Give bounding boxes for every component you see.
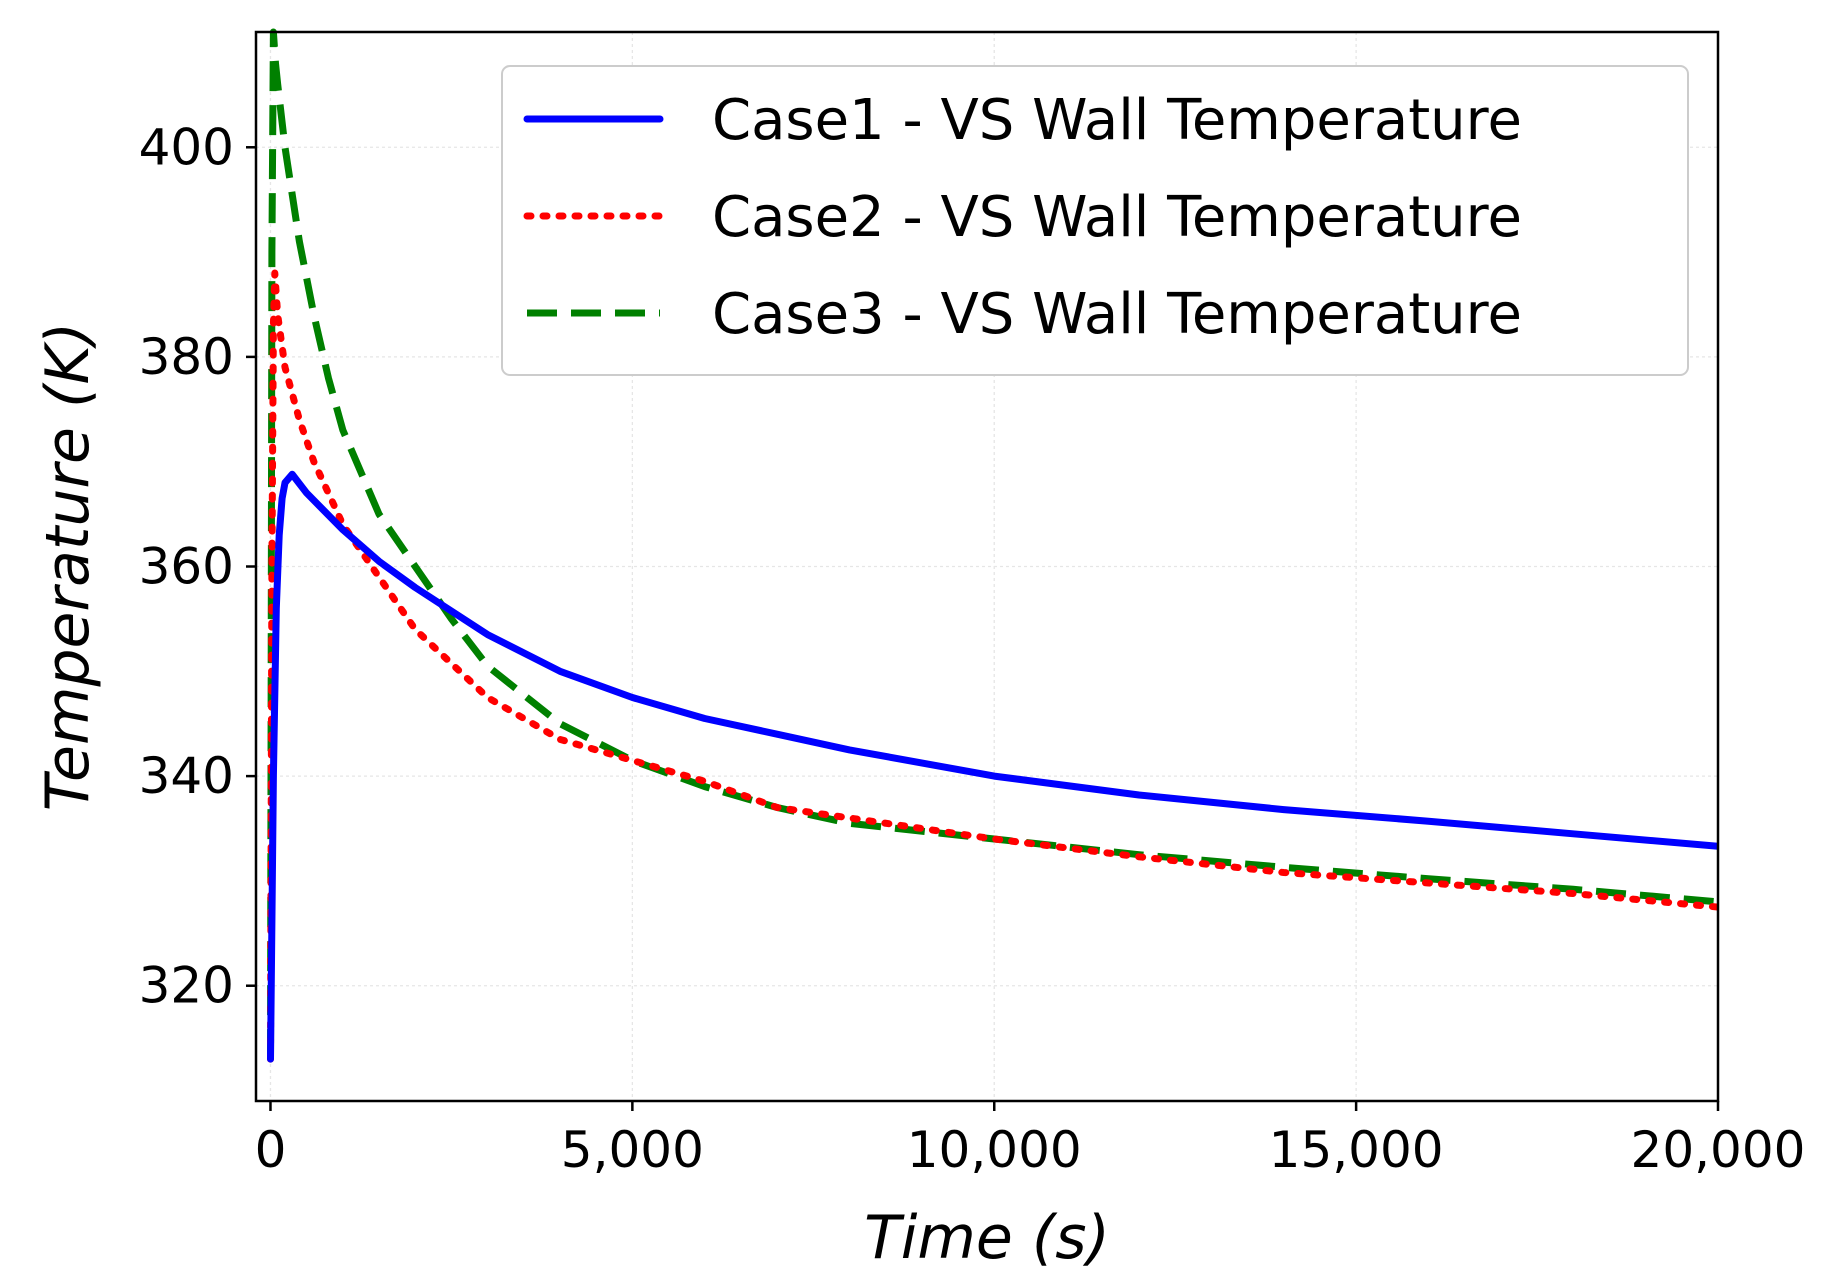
legend-item-case3: Case3 - VS Wall Temperature bbox=[527, 282, 1522, 347]
x-tick-label: 15,000 bbox=[1269, 1121, 1444, 1179]
legend-box bbox=[501, 65, 1689, 376]
legend-item-case1: Case1 - VS Wall Temperature bbox=[523, 88, 1522, 153]
y-tick-label: 380 bbox=[139, 328, 234, 386]
y-axis-title: Temperature (K) bbox=[33, 322, 103, 811]
x-axis: 0 5,000 10,000 15,000 20,000 bbox=[255, 1101, 1806, 1179]
y-tick-label: 340 bbox=[139, 747, 234, 805]
series-layer bbox=[267, 28, 1718, 1063]
x-axis-title: Time (s) bbox=[864, 1203, 1110, 1273]
y-tick-label: 360 bbox=[139, 538, 234, 596]
series-line-case2 bbox=[267, 269, 1718, 1063]
y-tick-label: 400 bbox=[139, 118, 234, 176]
x-tick-label: 10,000 bbox=[907, 1121, 1082, 1179]
legend-label-case1: Case1 - VS Wall Temperature bbox=[712, 88, 1522, 153]
x-tick-label: 0 bbox=[255, 1121, 287, 1179]
x-tick-label: 5,000 bbox=[561, 1121, 704, 1179]
y-axis: 320 340 360 380 400 bbox=[139, 118, 256, 1015]
legend-label-case3: Case3 - VS Wall Temperature bbox=[712, 282, 1522, 347]
y-tick-label: 320 bbox=[139, 957, 234, 1015]
legend-label-case2: Case2 - VS Wall Temperature bbox=[712, 185, 1522, 250]
legend-item-case2: Case2 - VS Wall Temperature bbox=[523, 185, 1522, 250]
series-line-case1 bbox=[267, 470, 1718, 1063]
legend: Case1 - VS Wall Temperature Case2 - VS Wa… bbox=[501, 65, 1689, 376]
x-tick-label: 20,000 bbox=[1631, 1121, 1806, 1179]
